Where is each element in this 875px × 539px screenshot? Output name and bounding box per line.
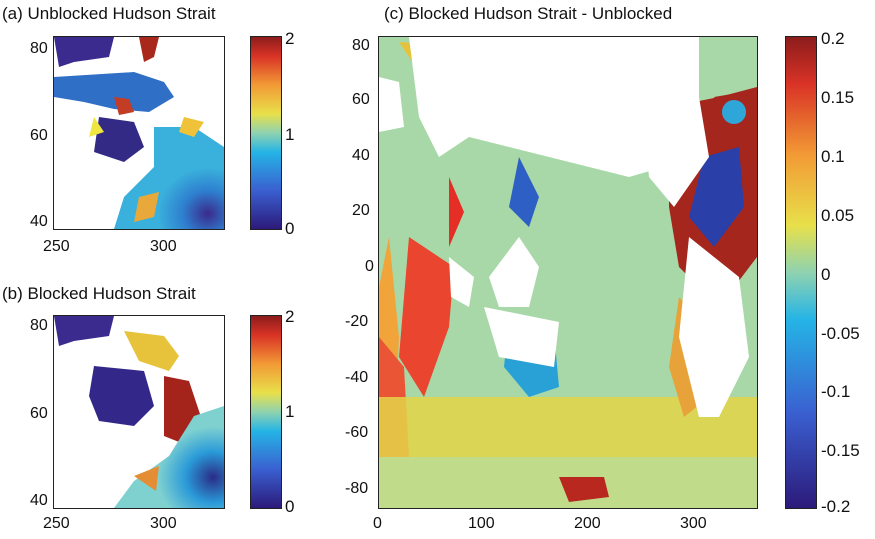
panel-c-cbtick-neg0.05: -0.05: [821, 324, 860, 343]
panel-c-cbtick-0.05: 0.05: [821, 206, 855, 225]
panel-c-ytick-0: 0: [365, 258, 374, 275]
panel-b-colorbar: [250, 315, 282, 509]
panel-a-xtick-300: 300: [150, 238, 177, 255]
panel-a-plot: [53, 36, 225, 230]
panel-c-cbtick-neg0.15: -0.15: [821, 441, 860, 460]
panel-b-ytick-80: 80: [30, 317, 48, 334]
panel-a-title: (a) Unblocked Hudson Strait: [2, 4, 216, 23]
panel-b-plot: [53, 315, 225, 509]
panel-c-xtick-0: 0: [373, 515, 382, 532]
panel-c-title: (c) Blocked Hudson Strait - Unblocked: [384, 4, 673, 23]
panel-b-xtick-250: 250: [43, 515, 70, 532]
panel-a-ytick-60: 60: [30, 127, 48, 144]
panel-b-ytick-60: 60: [30, 405, 48, 422]
panel-c-ytick-neg80: -80: [345, 480, 369, 497]
panel-c-ytick-60: 60: [352, 91, 370, 108]
panel-b-title: (b) Blocked Hudson Strait: [2, 284, 196, 303]
panel-c-ytick-neg60: -60: [345, 424, 369, 441]
panel-b-cbtick-1: 1: [285, 402, 295, 421]
panel-b-ytick-40: 40: [30, 492, 48, 509]
panel-a-xtick-250: 250: [43, 238, 70, 255]
panel-c-ytick-20: 20: [352, 202, 370, 219]
panel-c-cbtick-0.1: 0.1: [821, 147, 845, 166]
panel-c-colorbar: [785, 36, 817, 509]
panel-c-plot: [378, 36, 758, 509]
panel-b-cbtick-2: 2: [285, 307, 295, 326]
panel-c-cbtick-neg0.2: -0.2: [821, 497, 851, 516]
panel-c-cbtick-0.15: 0.15: [821, 88, 855, 107]
panel-b-xtick-300: 300: [150, 515, 177, 532]
land-mask-north: [54, 37, 114, 67]
panel-c-ytick-80: 80: [352, 37, 370, 54]
panel-c-xtick-200: 200: [574, 515, 601, 532]
panel-c-ytick-neg20: -20: [345, 313, 369, 330]
panel-c-xtick-300: 300: [680, 515, 707, 532]
panel-c-cbtick-0.2: 0.2: [821, 29, 845, 48]
panel-a-ytick-80: 80: [30, 40, 48, 57]
panel-c-cbtick-0: 0: [821, 265, 831, 284]
panel-a-cbtick-1: 1: [285, 125, 295, 144]
panel-c-ytick-40: 40: [352, 147, 370, 164]
panel-c-xtick-100: 100: [468, 515, 495, 532]
panel-c-cbtick-neg0.1: -0.1: [821, 382, 851, 401]
panel-b-cbtick-0: 0: [285, 497, 295, 516]
panel-a-ytick-40: 40: [30, 213, 48, 230]
panel-a-colorbar: [250, 36, 282, 230]
panel-c-ytick-neg40: -40: [345, 369, 369, 386]
panel-a-cbtick-0: 0: [285, 219, 295, 238]
panel-a-cbtick-2: 2: [285, 29, 295, 48]
